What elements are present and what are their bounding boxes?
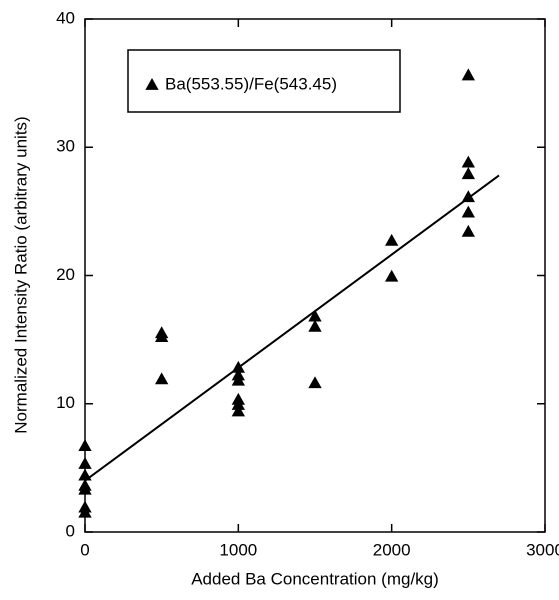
legend-marker xyxy=(145,78,159,90)
x-tick-label: 2000 xyxy=(373,540,411,559)
y-tick-label: 10 xyxy=(56,393,75,412)
data-point xyxy=(308,376,322,389)
fit-line xyxy=(84,174,500,482)
y-tick-label: 30 xyxy=(56,137,75,156)
data-point xyxy=(461,68,475,81)
data-point xyxy=(78,457,92,469)
legend-box xyxy=(127,49,401,113)
data-point xyxy=(231,398,245,410)
y-tick-label: 20 xyxy=(56,265,75,284)
data-point xyxy=(78,482,92,495)
data-point xyxy=(231,404,245,417)
data-point xyxy=(78,505,92,518)
data-point xyxy=(78,468,92,481)
x-tick-label: 1000 xyxy=(219,540,257,559)
x-tick-label: 0 xyxy=(80,540,89,559)
data-point xyxy=(385,233,399,246)
data-point xyxy=(461,167,475,180)
x-axis-label: Added Ba Concentration (mg/kg) xyxy=(191,569,439,588)
data-point xyxy=(78,439,92,451)
data-point xyxy=(231,360,245,373)
data-point xyxy=(155,372,169,385)
y-tick-label: 0 xyxy=(66,521,75,540)
data-point xyxy=(308,319,322,332)
data-point xyxy=(461,190,475,203)
data-point xyxy=(385,269,399,282)
data-point xyxy=(461,205,475,218)
data-point xyxy=(155,330,169,342)
data-point xyxy=(461,155,475,168)
data-point xyxy=(308,309,322,322)
y-axis-label: Normalized Intensity Ratio (arbitrary un… xyxy=(11,116,30,433)
data-point xyxy=(231,373,245,386)
y-tick-label: 40 xyxy=(56,8,75,27)
legend-label: Ba(553.55)/Fe(543.45) xyxy=(165,74,337,93)
data-point xyxy=(461,224,475,237)
